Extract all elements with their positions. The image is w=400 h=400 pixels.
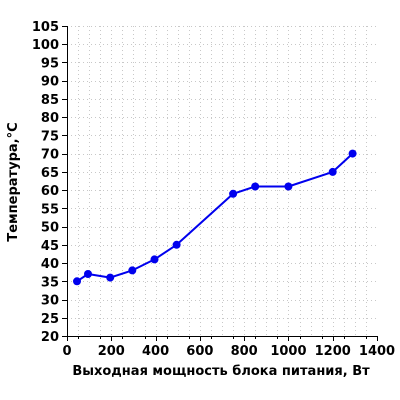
y-tick-label: 20 (41, 330, 59, 345)
data-point (172, 240, 181, 249)
y-tick-label: 95 (41, 56, 59, 71)
y-tick-label: 100 (32, 38, 59, 53)
y-axis-label: Температура,°С (6, 122, 21, 241)
y-tick-label: 70 (41, 148, 59, 163)
x-tick-label: 800 (231, 344, 258, 359)
axes (67, 26, 377, 337)
y-tick-label: 45 (41, 239, 59, 254)
x-tick-label: 400 (142, 344, 169, 359)
data-point (73, 277, 81, 286)
data-point (251, 182, 260, 191)
y-tick-label: 90 (41, 75, 59, 90)
y-tick-label: 75 (41, 129, 59, 144)
x-tick-label: 1000 (270, 344, 306, 359)
x-tick-label: 0 (62, 344, 71, 359)
data-point (150, 255, 159, 264)
ticks: 0 200 400 600 800 1000 1200 1400 20 25 30 35 40 45 50 5… (32, 20, 395, 359)
y-tick-label: 30 (41, 294, 59, 309)
y-tick-label: 105 (32, 20, 59, 35)
x-tick-label: 200 (98, 344, 125, 359)
y-tick-label: 60 (41, 184, 59, 199)
y-tick-label: 35 (41, 275, 59, 290)
data-point (348, 149, 357, 158)
x-axis-label: Выходная мощность блока питания, Вт (72, 364, 370, 379)
data-point (106, 273, 115, 282)
x-tick-label: 1200 (315, 344, 351, 359)
data-point (328, 167, 337, 176)
data-point (229, 189, 238, 198)
y-tick-label: 40 (41, 257, 59, 272)
x-tick-label: 1400 (359, 344, 395, 359)
y-tick-label: 25 (41, 312, 59, 327)
x-tick-label: 600 (186, 344, 213, 359)
y-tick-label: 80 (41, 111, 59, 126)
y-tick-label: 55 (41, 202, 59, 217)
data-point (128, 266, 137, 275)
data-point (284, 182, 293, 191)
series (73, 149, 357, 286)
data-point (84, 270, 92, 278)
y-tick-label: 50 (41, 221, 59, 236)
y-tick-label: 85 (41, 93, 59, 108)
y-tick-label: 65 (41, 166, 59, 181)
